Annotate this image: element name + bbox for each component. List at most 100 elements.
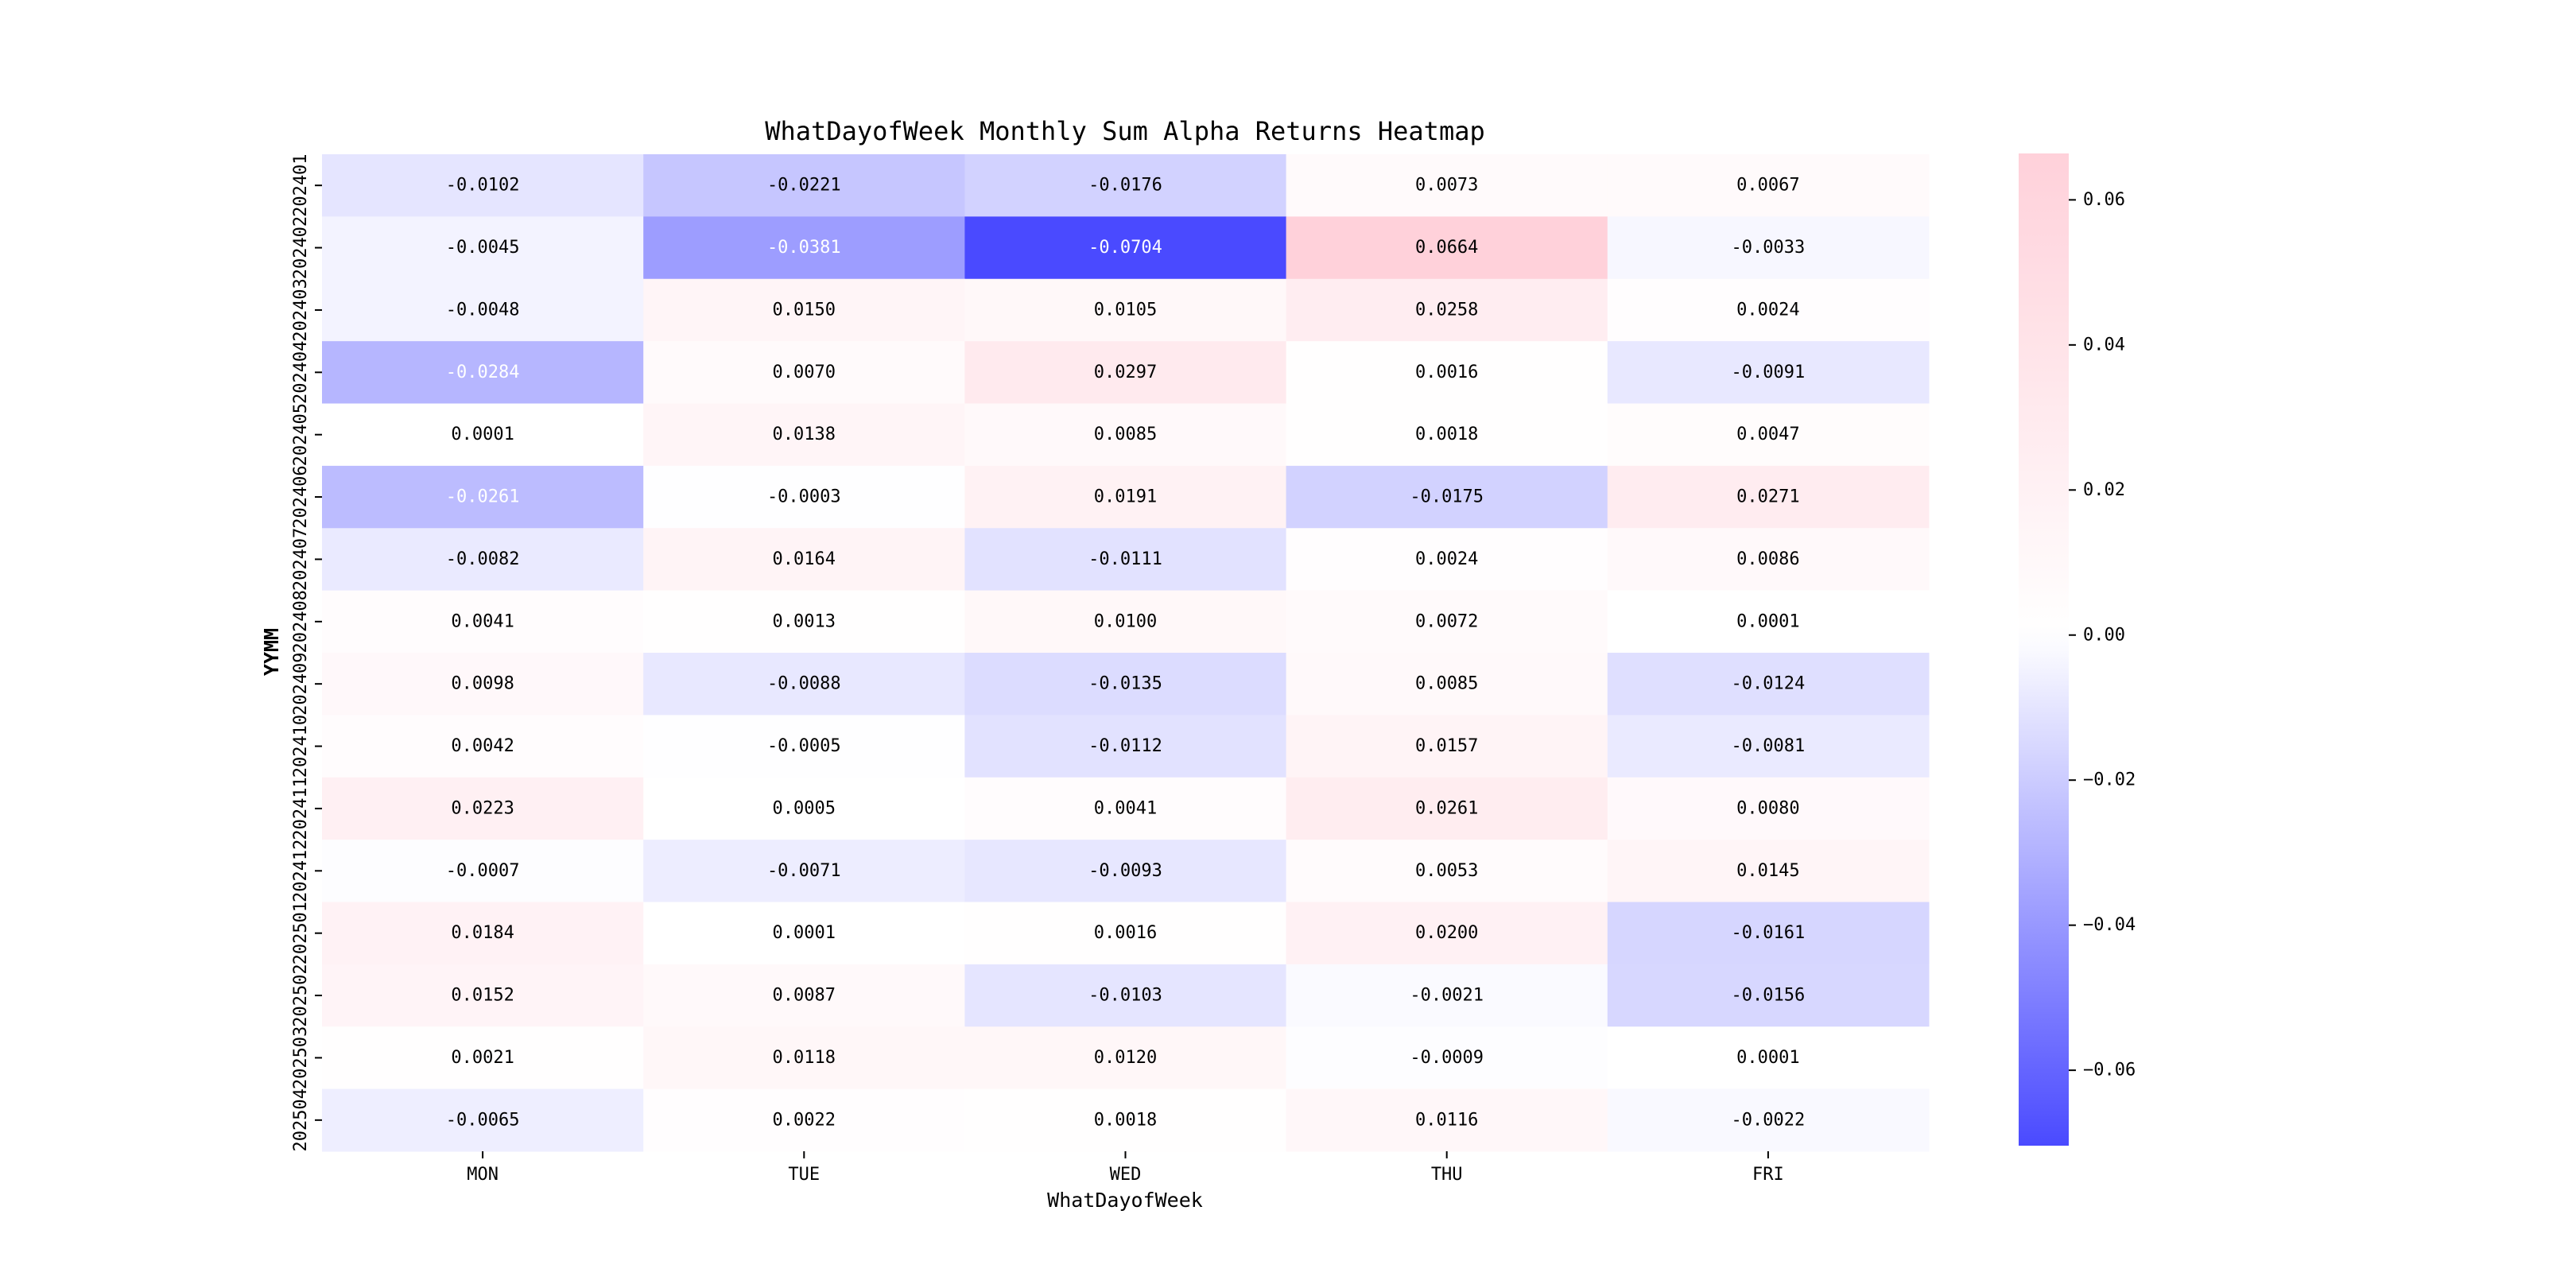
heatmap-cell: 0.0067 (1607, 154, 1930, 217)
heatmap-cell: 0.0022 (643, 1088, 965, 1152)
heatmap-cell: 0.0157 (1286, 715, 1608, 778)
heatmap-cell: 0.0120 (964, 1026, 1287, 1090)
cell-label: 0.0070 (773, 363, 836, 382)
cell-rect (964, 777, 1287, 840)
cell-label: 0.0138 (773, 425, 836, 444)
heatmap-cell: 0.0105 (964, 278, 1287, 342)
cell-rect (1286, 341, 1608, 404)
cell-label: 0.0200 (1415, 923, 1478, 943)
cell-rect (643, 902, 965, 965)
cell-rect (1286, 777, 1608, 840)
cell-label: -0.0048 (446, 300, 520, 320)
x-tick-label: THU (1431, 1165, 1463, 1185)
cell-rect (1286, 1026, 1608, 1090)
heatmap-cell: 0.0001 (1607, 590, 1930, 654)
cell-label: 0.0053 (1415, 861, 1478, 881)
heatmap-cell: -0.0045 (322, 216, 644, 280)
heatmap-cell: -0.0111 (964, 528, 1287, 592)
cell-rect (1607, 528, 1930, 592)
cell-rect (643, 528, 965, 592)
heatmap-cell: 0.0150 (643, 278, 965, 342)
cell-rect (322, 154, 644, 217)
heatmap-cell: -0.0102 (322, 154, 644, 217)
cell-rect (1286, 465, 1608, 529)
cell-rect (964, 528, 1287, 592)
cell-label: -0.0175 (1410, 487, 1484, 507)
cell-label: 0.0042 (451, 736, 514, 756)
heatmap-cell: -0.0261 (322, 465, 644, 529)
y-tick-label: 202406 (291, 465, 311, 528)
heatmap-cell: -0.0124 (1607, 653, 1930, 716)
y-axis-label: YYMM (260, 628, 283, 676)
cell-rect (1286, 902, 1608, 965)
heatmap-cell: -0.0033 (1607, 216, 1930, 280)
cell-label: 0.0072 (1415, 611, 1478, 631)
heatmap-cell: 0.0138 (643, 403, 965, 467)
heatmap-cell: -0.0284 (322, 341, 644, 404)
heatmap-cell: 0.0098 (322, 653, 644, 716)
cell-label: -0.0261 (446, 487, 520, 507)
y-tick-label: 202502 (291, 964, 311, 1026)
cell-label: 0.0164 (773, 549, 836, 569)
heatmap-cell: 0.0053 (1286, 840, 1608, 902)
cell-rect (964, 902, 1287, 965)
cell-label: -0.0088 (767, 674, 841, 694)
cell-label: 0.0001 (1736, 1048, 1799, 1068)
heatmap-cell: -0.0065 (322, 1088, 644, 1152)
heatmap-cell: -0.0381 (643, 216, 965, 280)
cell-rect (643, 777, 965, 840)
heatmap-cell: 0.0200 (1286, 902, 1608, 965)
cell-label: -0.0003 (767, 487, 841, 507)
cell-label: -0.0112 (1088, 736, 1162, 756)
cell-rect (1286, 403, 1608, 467)
x-axis: MON TUE WED THU FRI (467, 1151, 1784, 1185)
cell-rect (964, 653, 1287, 716)
cell-label: 0.0100 (1094, 611, 1157, 631)
y-tick-label: 202404 (291, 341, 311, 404)
cell-rect (1286, 216, 1608, 280)
cell-label: -0.0103 (1088, 986, 1162, 1006)
cell-rect (1607, 154, 1930, 217)
y-tick-label: 202503 (291, 1026, 311, 1089)
cell-rect (964, 715, 1287, 778)
cell-label: -0.0176 (1088, 176, 1162, 196)
heatmap-cell: 0.0024 (1286, 528, 1608, 592)
cell-label: -0.0111 (1088, 549, 1162, 569)
x-axis-label: WhatDayofWeek (1047, 1189, 1203, 1212)
colorbar-tick-label: −0.06 (2083, 1061, 2136, 1080)
y-tick-label: 202409 (291, 652, 311, 715)
y-tick-label: 202410 (291, 715, 311, 778)
y-tick-label: 202402 (291, 216, 311, 279)
cell-rect (964, 1088, 1287, 1152)
heatmap-cell: 0.0100 (964, 590, 1287, 654)
heatmap-cell: 0.0001 (1607, 1026, 1930, 1090)
cell-rect (643, 465, 965, 529)
cell-label: 0.0118 (773, 1048, 836, 1068)
colorbar-tick-label: −0.02 (2083, 770, 2136, 790)
cell-label: -0.0102 (446, 176, 520, 196)
cell-rect (322, 777, 644, 840)
heatmap-cell: 0.0024 (1607, 278, 1930, 342)
heatmap-cell: -0.0048 (322, 278, 644, 342)
cell-rect (1607, 216, 1930, 280)
heatmap-cell: -0.0175 (1286, 465, 1608, 529)
cell-label: 0.0145 (1736, 861, 1799, 881)
heatmap-cell: 0.0005 (643, 777, 965, 840)
cell-label: -0.0156 (1732, 986, 1806, 1006)
y-tick-label: 202401 (291, 153, 311, 216)
cell-label: 0.0664 (1415, 238, 1478, 258)
cell-label: -0.0124 (1732, 674, 1806, 694)
cell-label: 0.0258 (1415, 300, 1478, 320)
cell-label: 0.0001 (451, 425, 514, 444)
heatmap-cell: 0.0073 (1286, 154, 1608, 217)
heatmap-cell: 0.0041 (964, 777, 1287, 840)
cell-label: 0.0271 (1736, 487, 1799, 507)
cell-label: 0.0022 (773, 1110, 836, 1130)
colorbar-tick-label: 0.06 (2083, 190, 2125, 210)
cell-label: 0.0085 (1094, 425, 1157, 444)
heatmap-cell: 0.0191 (964, 465, 1287, 529)
heatmap-cell: 0.0042 (322, 715, 644, 778)
cell-rect (964, 403, 1287, 467)
cell-label: -0.0045 (446, 238, 520, 258)
